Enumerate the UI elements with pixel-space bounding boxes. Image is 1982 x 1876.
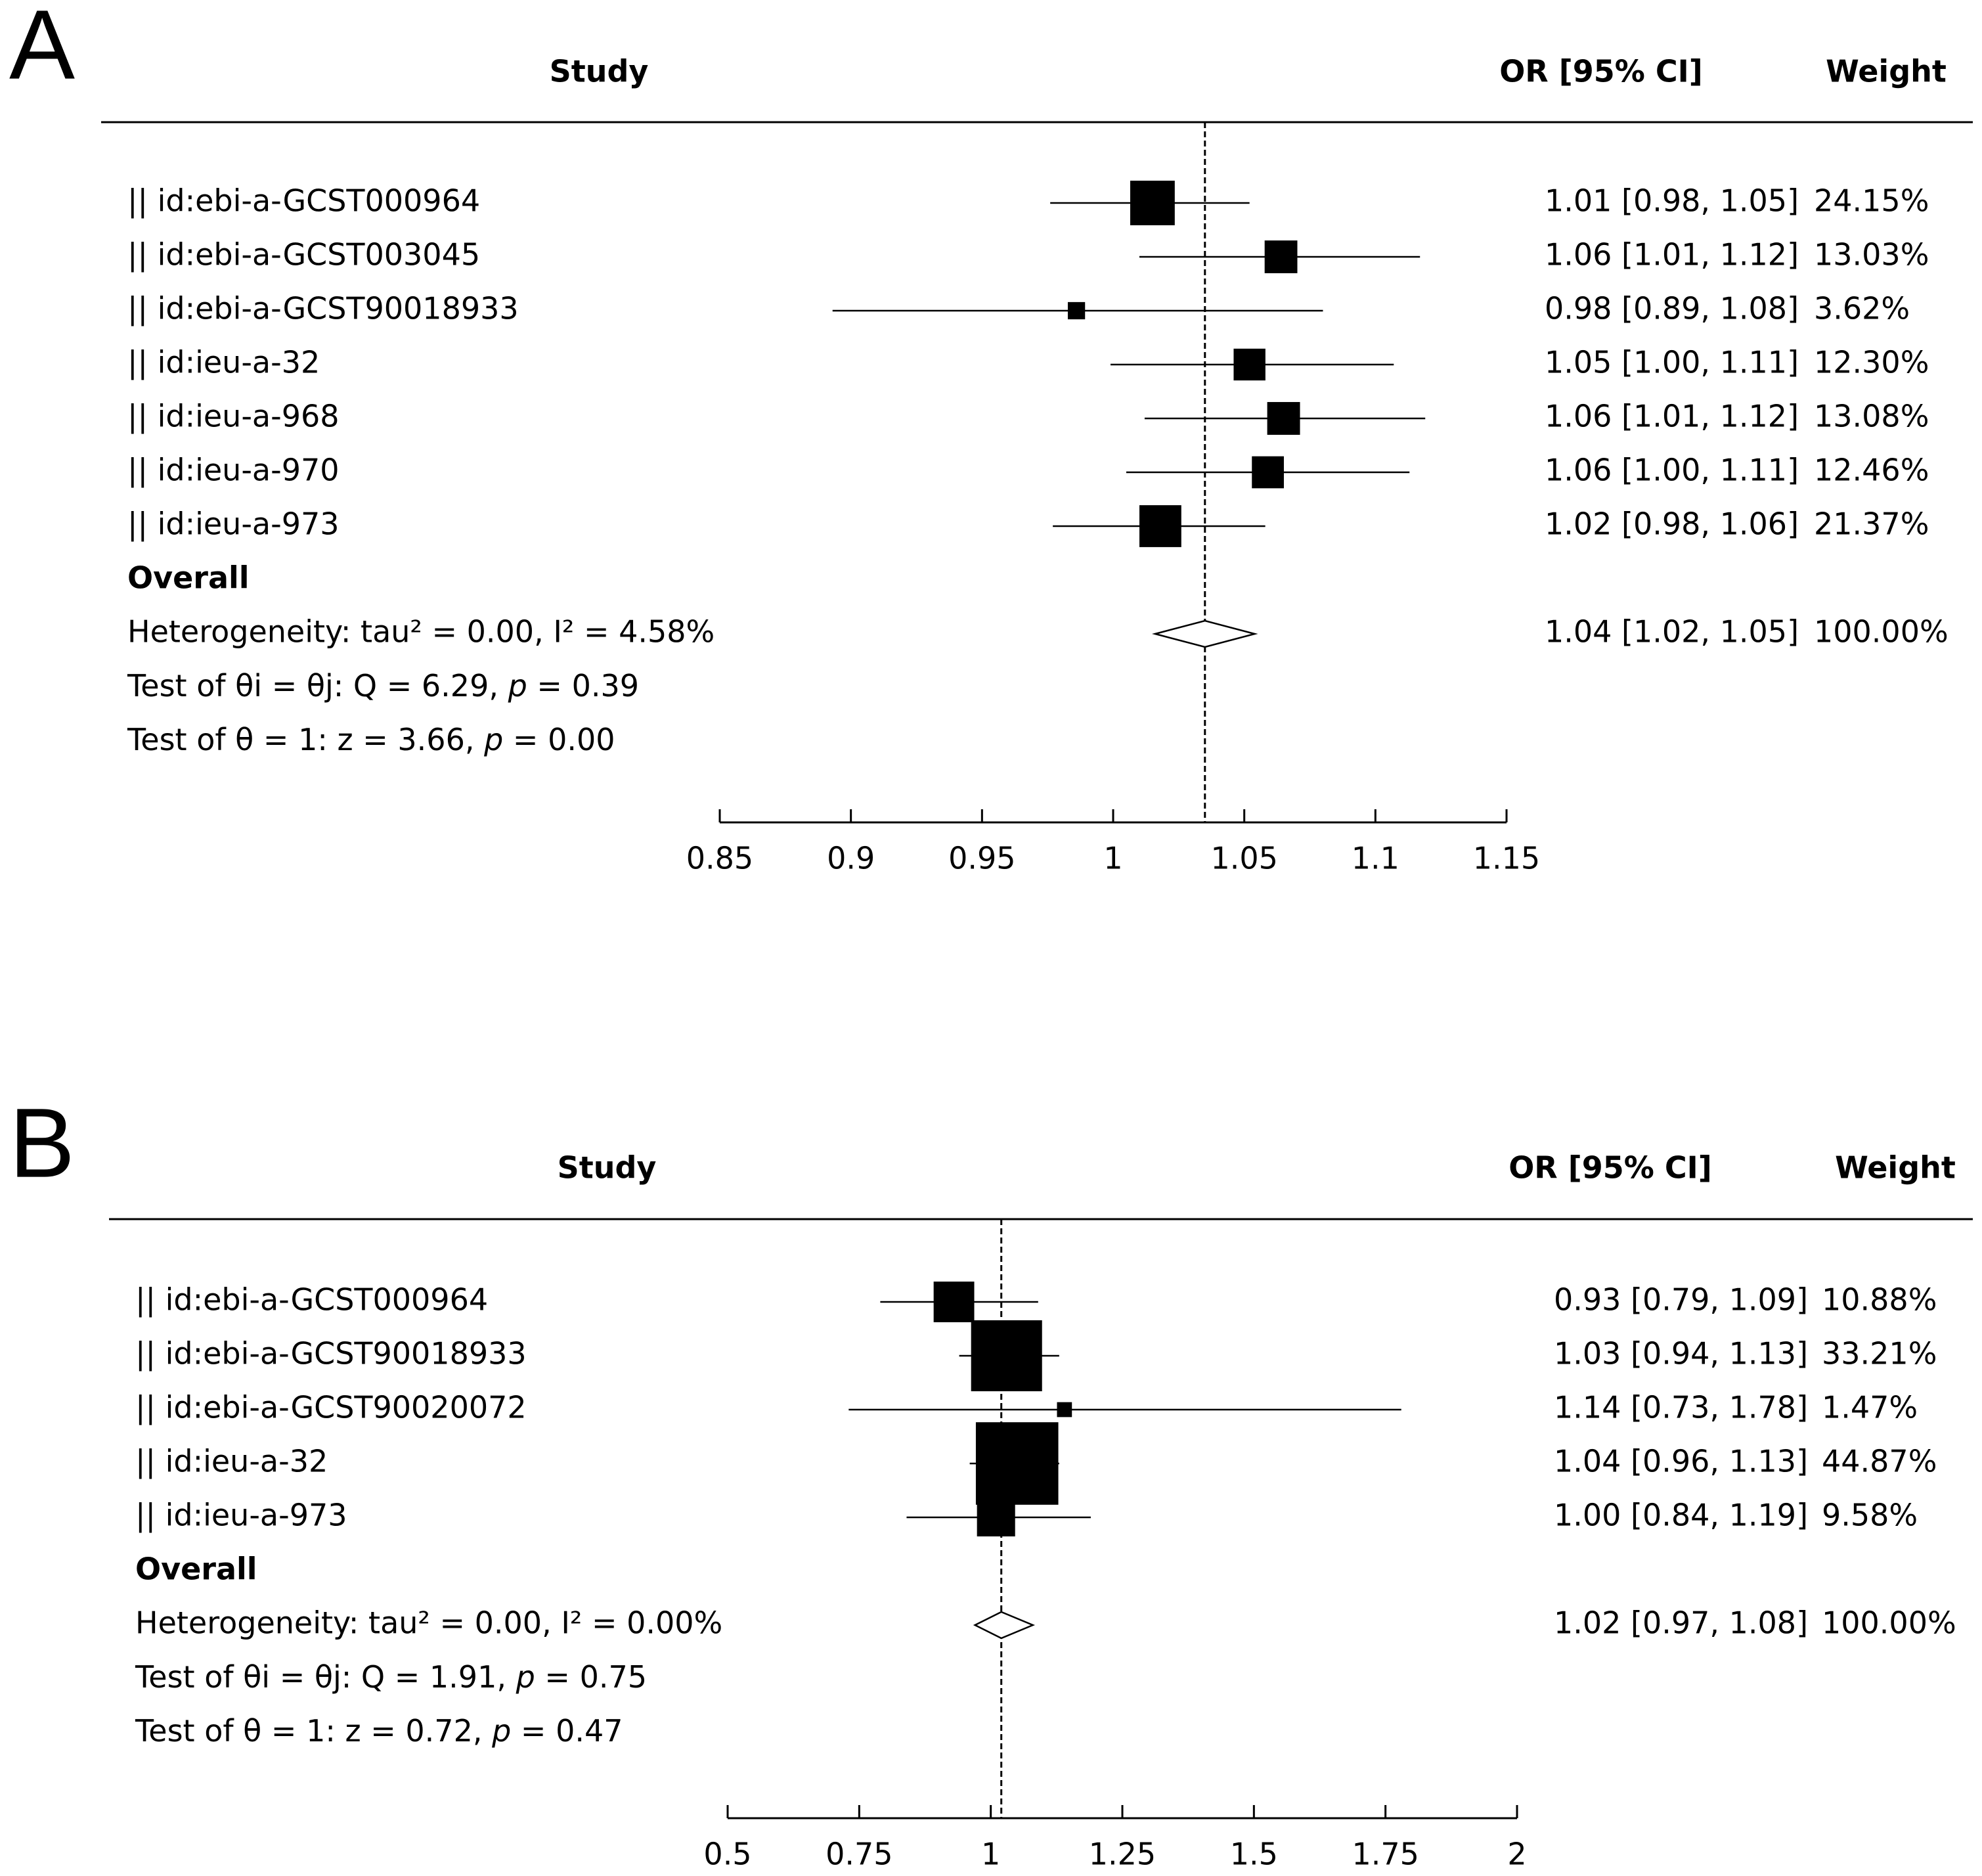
panel-letter: B bbox=[9, 1088, 75, 1198]
study-label: || id:ieu-a-968 bbox=[127, 399, 340, 435]
overall-diamond bbox=[1151, 619, 1258, 648]
effect-square bbox=[975, 1422, 1059, 1505]
weight-value: 12.46% bbox=[1814, 453, 1929, 488]
weight-value: 12.30% bbox=[1814, 345, 1929, 380]
z-test-text: Test of θ = 1: z = 0.72, p = 0.47 bbox=[135, 1713, 623, 1749]
z-test-text-prefix: Test of θ = 1: z = 0.72, bbox=[135, 1713, 492, 1749]
x-tick-label: 1.75 bbox=[1352, 1837, 1419, 1872]
weight-value: 44.87% bbox=[1822, 1444, 1937, 1479]
ci-value: 1.14 [0.73, 1.78] bbox=[1554, 1390, 1808, 1425]
ci-value: 1.04 [0.96, 1.13] bbox=[1554, 1444, 1808, 1479]
q-test-text-prefix: Test of θi = θj: Q = 6.29, bbox=[127, 668, 508, 704]
effect-square bbox=[933, 1282, 975, 1322]
weight-value: 13.08% bbox=[1814, 399, 1929, 434]
overall-ci-value: 1.04 [1.02, 1.05] bbox=[1545, 614, 1799, 650]
effect-square bbox=[1139, 505, 1181, 547]
z-test-text-suffix: = 0.47 bbox=[511, 1713, 623, 1749]
x-tick-label: 0.9 bbox=[827, 841, 875, 876]
z-test-text-prefix: Test of θ = 1: z = 3.66, bbox=[127, 722, 484, 757]
ci-value: 1.05 [1.00, 1.11] bbox=[1545, 345, 1799, 380]
q-test-text-p: p bbox=[516, 1659, 535, 1695]
effect-square bbox=[1252, 456, 1284, 489]
overall-weight-value: 100.00% bbox=[1822, 1605, 1956, 1641]
x-tick-label: 1.15 bbox=[1473, 841, 1540, 876]
ci-value: 1.06 [1.00, 1.11] bbox=[1545, 453, 1799, 488]
effect-square bbox=[1264, 240, 1298, 273]
ci-value: 0.98 [0.89, 1.08] bbox=[1545, 291, 1799, 326]
overall-weight-value: 100.00% bbox=[1814, 614, 1949, 650]
weight-value: 10.88% bbox=[1822, 1282, 1937, 1318]
overall-label: Overall bbox=[127, 560, 250, 596]
x-tick-label: 1 bbox=[981, 1837, 1000, 1872]
ci-value: 1.03 [0.94, 1.13] bbox=[1554, 1336, 1808, 1372]
x-tick-label: 1.1 bbox=[1352, 841, 1399, 876]
header-effect: OR [95% CI] bbox=[1509, 1150, 1712, 1186]
study-label: || id:ebi-a-GCST003045 bbox=[127, 237, 480, 273]
study-label: || id:ieu-a-973 bbox=[135, 1498, 347, 1534]
weight-value: 9.58% bbox=[1822, 1498, 1918, 1533]
x-tick-label: 0.95 bbox=[948, 841, 1015, 876]
z-test-text-p: p bbox=[483, 722, 503, 757]
study-label: || id:ieu-a-970 bbox=[127, 453, 340, 489]
weight-value: 3.62% bbox=[1814, 291, 1910, 326]
x-tick-label: 0.85 bbox=[686, 841, 753, 876]
effect-square bbox=[1057, 1402, 1072, 1418]
study-label: || id:ebi-a-GCST90018933 bbox=[127, 291, 519, 327]
z-test-text-p: p bbox=[491, 1713, 511, 1749]
heterogeneity-text: Heterogeneity: tau² = 0.00, I² = 0.00% bbox=[135, 1605, 722, 1641]
x-tick-label: 2 bbox=[1507, 1837, 1526, 1872]
header-effect: OR [95% CI] bbox=[1499, 54, 1703, 89]
effect-square bbox=[1130, 181, 1175, 225]
q-test-text-p: p bbox=[508, 668, 527, 704]
effect-square bbox=[971, 1320, 1042, 1392]
ci-value: 0.93 [0.79, 1.09] bbox=[1554, 1282, 1808, 1318]
overall-diamond bbox=[973, 1611, 1036, 1640]
ci-value: 1.00 [0.84, 1.19] bbox=[1554, 1498, 1808, 1533]
x-tick-label: 1.5 bbox=[1230, 1837, 1278, 1872]
header-weight: Weight bbox=[1826, 54, 1947, 89]
ci-value: 1.06 [1.01, 1.12] bbox=[1545, 399, 1799, 434]
header-study: Study bbox=[558, 1150, 657, 1186]
weight-value: 21.37% bbox=[1814, 506, 1929, 542]
effect-square bbox=[1267, 402, 1300, 435]
study-label: || id:ieu-a-32 bbox=[135, 1444, 328, 1480]
x-tick-label: 0.75 bbox=[826, 1837, 892, 1872]
panel-letter: A bbox=[9, 0, 75, 100]
effect-square bbox=[1233, 348, 1266, 381]
ci-value: 1.06 [1.01, 1.12] bbox=[1545, 237, 1799, 273]
study-label: || id:ieu-a-32 bbox=[127, 345, 320, 381]
weight-value: 13.03% bbox=[1814, 237, 1929, 273]
weight-value: 33.21% bbox=[1822, 1336, 1937, 1372]
q-test-text: Test of θi = θj: Q = 6.29, p = 0.39 bbox=[127, 668, 639, 704]
q-test-text-suffix: = 0.75 bbox=[535, 1659, 647, 1695]
header-study: Study bbox=[550, 54, 649, 89]
x-tick-label: 1 bbox=[1103, 841, 1122, 876]
heterogeneity-text: Heterogeneity: tau² = 0.00, I² = 4.58% bbox=[127, 614, 715, 650]
header-weight: Weight bbox=[1835, 1150, 1956, 1186]
forest-panel-b: B Study OR [95% CI] Weight || id:ebi-a-GCST0… bbox=[9, 1088, 1973, 1872]
study-label: || id:ebi-a-GCST90020072 bbox=[135, 1390, 527, 1426]
z-test-text-suffix: = 0.00 bbox=[503, 722, 615, 757]
ci-value: 1.01 [0.98, 1.05] bbox=[1545, 183, 1799, 219]
study-label: || id:ieu-a-973 bbox=[127, 506, 340, 543]
q-test-text: Test of θi = θj: Q = 1.91, p = 0.75 bbox=[135, 1659, 647, 1695]
z-test-text: Test of θ = 1: z = 3.66, p = 0.00 bbox=[127, 722, 615, 757]
weight-value: 24.15% bbox=[1814, 183, 1929, 219]
q-test-text-suffix: = 0.39 bbox=[527, 668, 639, 704]
x-tick-label: 1.05 bbox=[1210, 841, 1277, 876]
study-label: || id:ebi-a-GCST000964 bbox=[135, 1282, 488, 1318]
overall-label: Overall bbox=[135, 1552, 257, 1587]
q-test-text-prefix: Test of θi = θj: Q = 1.91, bbox=[135, 1659, 516, 1695]
study-label: || id:ebi-a-GCST90018933 bbox=[135, 1336, 527, 1372]
weight-value: 1.47% bbox=[1822, 1390, 1918, 1425]
forest-panel-a: A Study OR [95% CI] Weight || id:ebi-a-GCST0… bbox=[9, 0, 1973, 876]
ci-value: 1.02 [0.98, 1.06] bbox=[1545, 506, 1799, 542]
effect-square bbox=[1067, 302, 1086, 320]
study-label: || id:ebi-a-GCST000964 bbox=[127, 183, 480, 219]
x-tick-label: 0.5 bbox=[703, 1837, 751, 1872]
effect-square bbox=[977, 1498, 1015, 1537]
overall-ci-value: 1.02 [0.97, 1.08] bbox=[1554, 1605, 1808, 1641]
x-tick-label: 1.25 bbox=[1089, 1837, 1156, 1872]
